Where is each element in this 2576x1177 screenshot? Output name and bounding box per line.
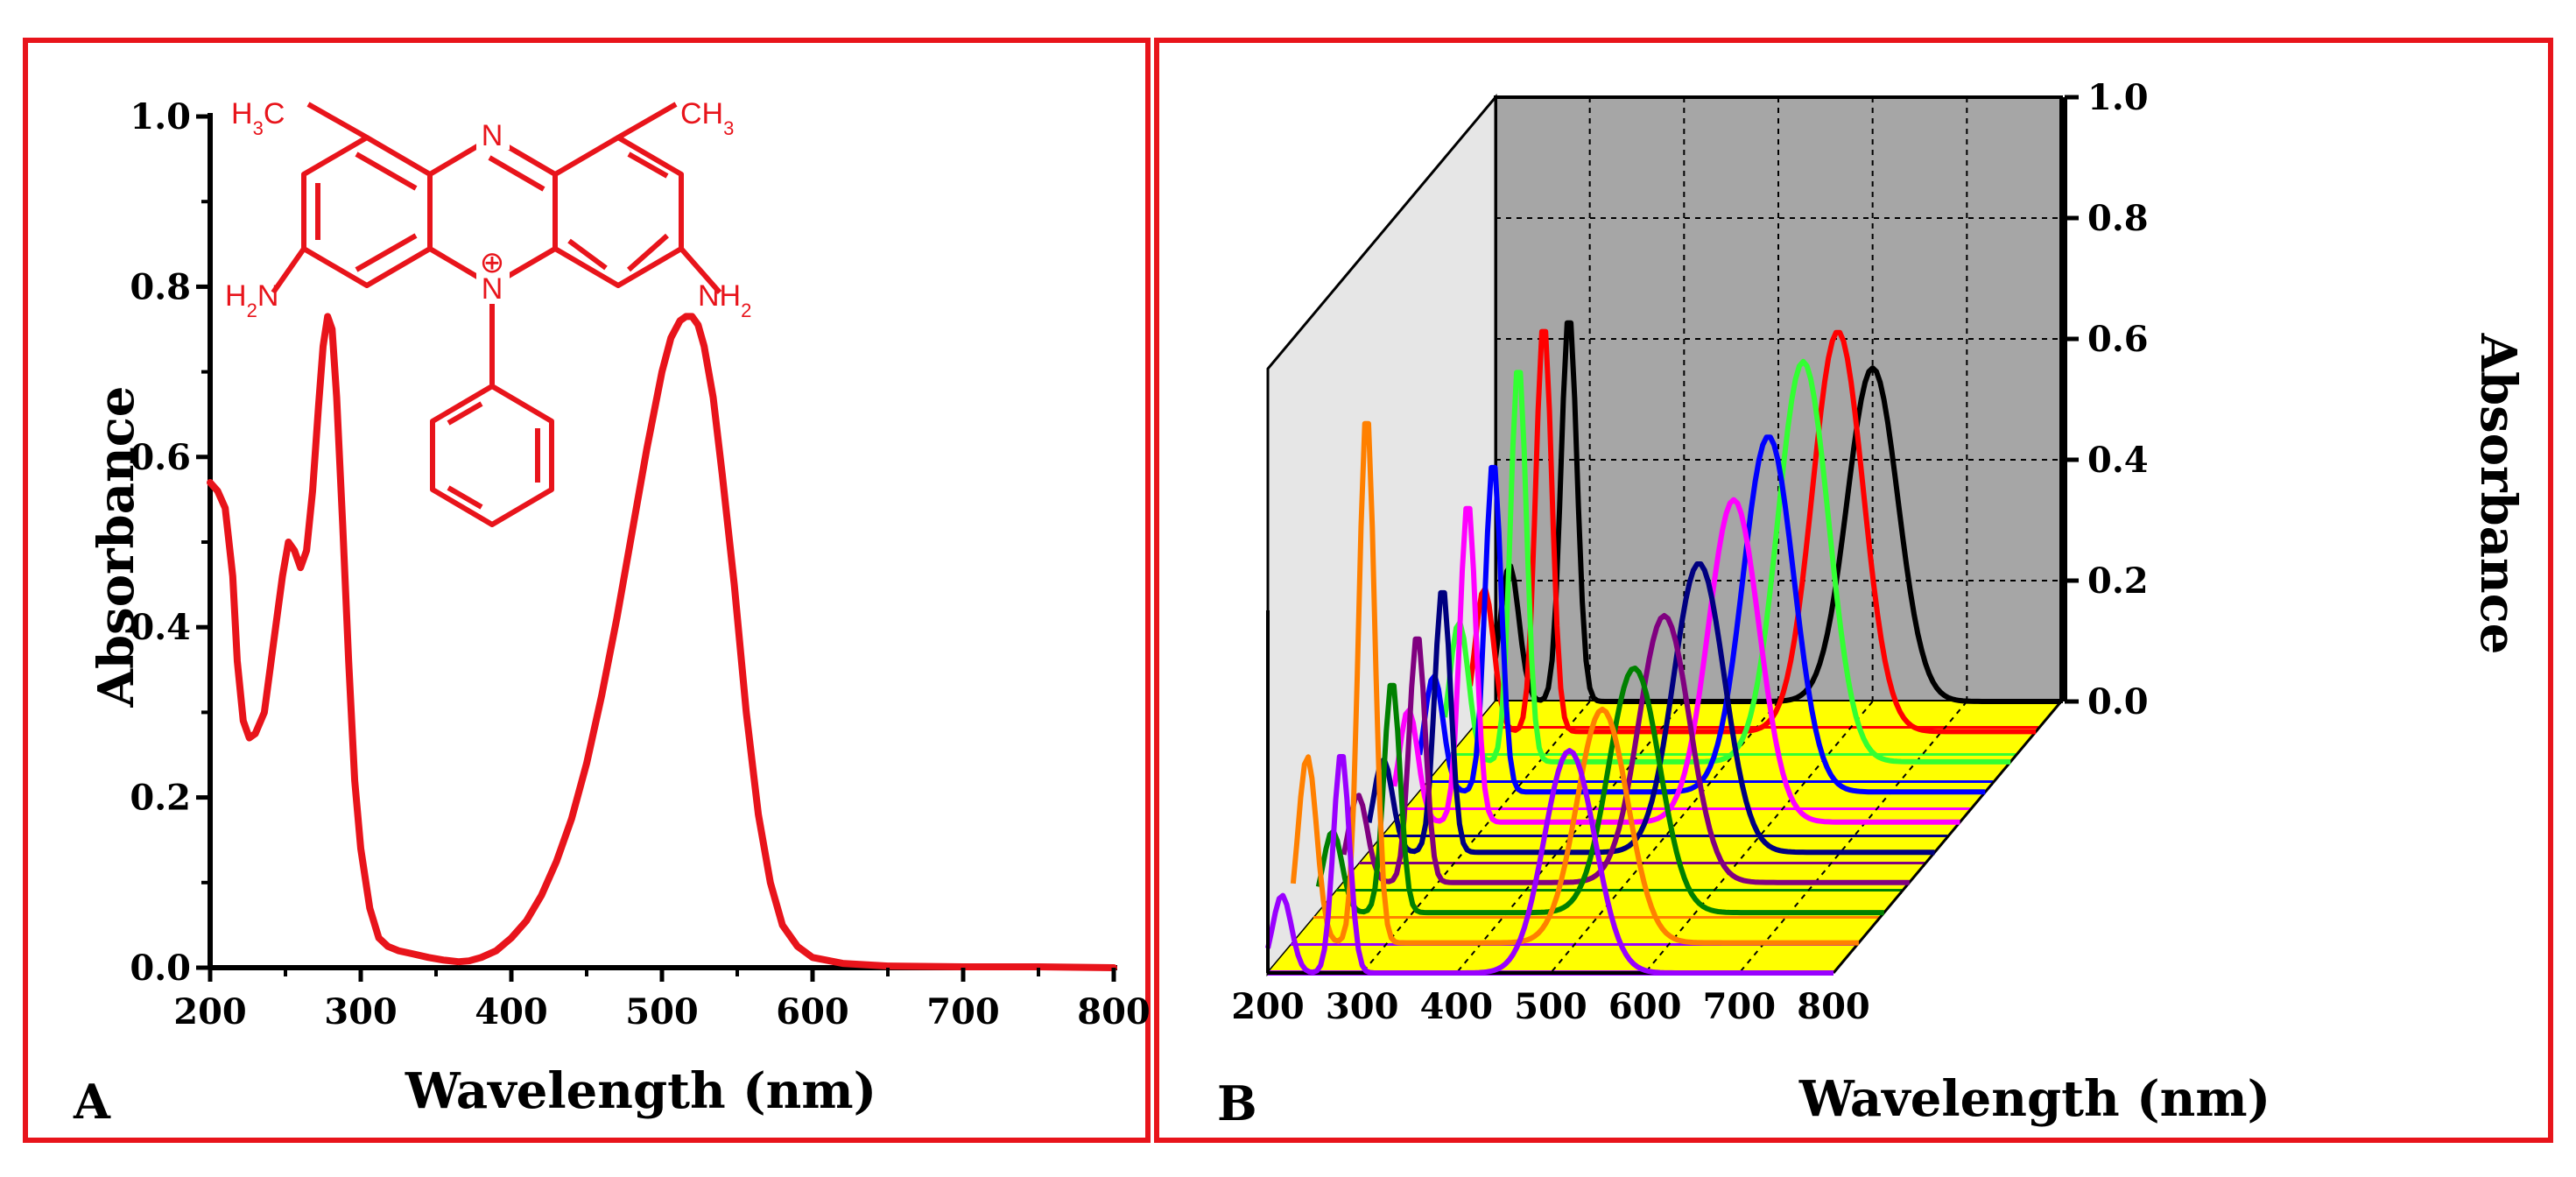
floor-stripe [1336, 864, 1925, 892]
floor-grid [1455, 701, 1686, 974]
x-axis-title-a: Wavelength (nm) [405, 1062, 876, 1120]
spectrum-trace-2 [1467, 328, 2037, 735]
floor-grid [1550, 701, 1779, 974]
x-tick-label-b: 300 [1326, 986, 1399, 1027]
y-tick-label-b: 0.2 [2087, 560, 2149, 602]
x-tick-label-a: 500 [625, 991, 699, 1033]
x-tick-label-b: 200 [1231, 986, 1305, 1027]
x-tick-label-a: 300 [324, 991, 398, 1033]
y-axis-title-a: Absorbance [88, 386, 145, 708]
y-tick-label-a: 0.4 [130, 607, 191, 648]
y-tick-label-a: 0.2 [130, 778, 191, 819]
molecule-charge: ⊕ [480, 246, 505, 279]
molecule-n-center: N [482, 272, 503, 306]
y-tick-label-a: 0.6 [130, 437, 191, 478]
x-tick-label-a: 200 [173, 991, 247, 1033]
back-wall [1494, 95, 2063, 703]
panel-label-b: B [1217, 1075, 1257, 1131]
x-tick-label-a: 800 [1077, 991, 1151, 1033]
y-tick-label-b: 1.0 [2087, 77, 2149, 118]
chart-a: 200 300 400 500 600 700 800 0.0 0.2 0.4 0.6 0.8 1.0 [73, 96, 1151, 1130]
x-tick-label-b: 500 [1514, 986, 1587, 1027]
y-tick-label-b: 0.0 [2087, 681, 2149, 722]
absorbance-line-a [207, 313, 1117, 971]
spectrum-trace-8 [1315, 666, 1884, 916]
y-tick-label-b: 0.6 [2087, 319, 2149, 360]
spectrum-trace-9 [1290, 420, 1859, 946]
x-tick-label-b: 700 [1703, 986, 1777, 1027]
spectrum-trace-3 [1442, 358, 2011, 765]
y-tick-label-b: 0.4 [2087, 440, 2149, 481]
floor-grid [1643, 701, 1874, 974]
y-axis-title-b: Absorbance [2469, 333, 2527, 655]
floor-grid [1361, 701, 1591, 974]
x-tick-label-a: 400 [475, 991, 548, 1033]
molecule-amine-right: NH2 [698, 279, 751, 321]
panel-a: 200 300 400 500 600 700 800 0.0 0.2 0.4 0.6 0.8 1.0 [23, 38, 1151, 1143]
molecule-amine-left: H2N [225, 279, 278, 321]
molecule-n-top: N [482, 119, 503, 152]
floor-edge-right [1832, 701, 2063, 974]
x-tick-label-a: 700 [926, 991, 1000, 1033]
y-tick-label-a: 0.0 [130, 948, 191, 989]
panel-label-a: A [73, 1074, 111, 1130]
molecule-structure [271, 102, 722, 527]
x-axis-title-b: Wavelength (nm) [1798, 1070, 2270, 1128]
y-tick-label-a: 1.0 [130, 96, 191, 137]
spectrum-trace-6 [1366, 561, 1935, 856]
floor-stripe [1359, 837, 1947, 864]
x-tick-label-b: 800 [1797, 986, 1870, 1027]
panel-b: 0.0 0.2 0.4 0.6 0.8 1.0 200 300 400 500 600 700 800 … [1154, 38, 2553, 1143]
y-tick-label-b: 0.8 [2087, 198, 2149, 239]
spectrum-trace-4 [1417, 434, 1986, 795]
x-tick-label-b: 400 [1420, 986, 1494, 1027]
floor-stripe [1291, 919, 1879, 946]
y-tick-label-a: 0.8 [130, 266, 191, 307]
floor-grid [1738, 701, 1968, 974]
spectrum-trace-10 [1265, 748, 1833, 976]
x-tick-label-b: 600 [1608, 986, 1682, 1027]
molecule-methyl-left: H3C [231, 97, 285, 139]
molecule-methyl-right: CH3 [680, 97, 734, 139]
spectrum-trace-5 [1391, 497, 1960, 825]
x-tick-label-a: 600 [776, 991, 849, 1033]
